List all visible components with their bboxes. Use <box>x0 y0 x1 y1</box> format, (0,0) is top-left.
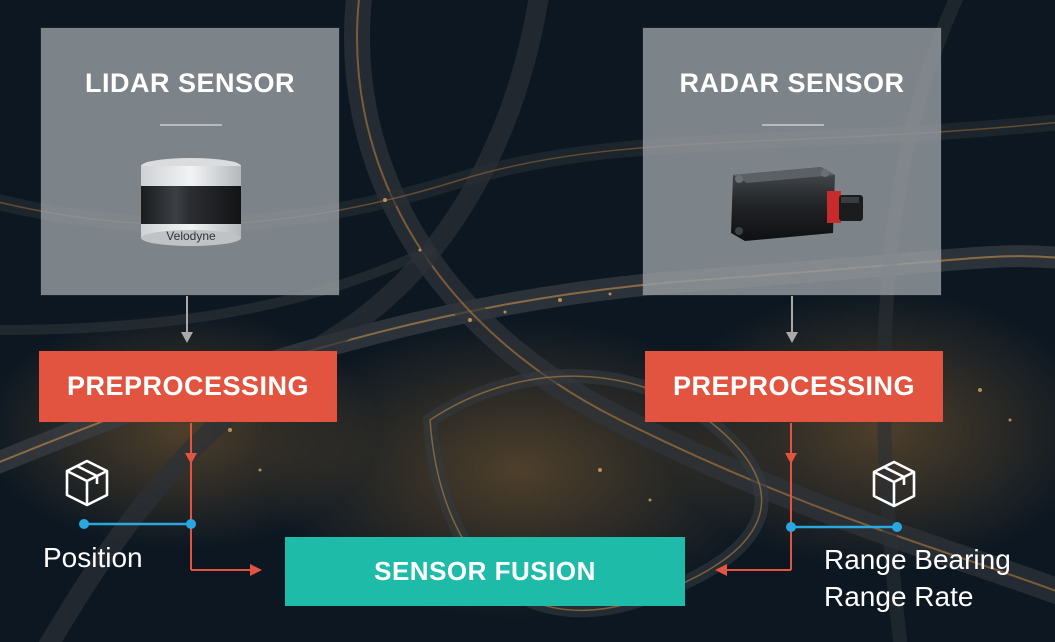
lidar-package-box-icon <box>65 459 109 507</box>
lidar-measurement-line <box>79 519 196 529</box>
lidar-preprocessing-box: PREPROCESSING <box>39 351 337 422</box>
radar-sensor-title: RADAR SENSOR <box>679 68 905 98</box>
lidar-title-divider <box>160 124 222 126</box>
lidar-sensor-title: LIDAR SENSOR <box>84 68 296 98</box>
lidar-output-label: Position <box>43 542 143 573</box>
sensor-fusion-box: SENSOR FUSION <box>285 537 685 606</box>
radar-package-box-icon <box>872 460 916 508</box>
radar-to-preprocessing-arrow <box>786 296 798 343</box>
lidar-to-preprocessing-arrow <box>181 296 193 343</box>
sensor-fusion-label: SENSOR FUSION <box>374 556 596 586</box>
radar-output-label-line2: Range Rate <box>824 581 974 612</box>
radar-device-icon <box>731 167 863 241</box>
radar-output-label-line1: Range Bearing <box>824 544 1011 575</box>
radar-preprocessing-box: PREPROCESSING <box>645 351 943 422</box>
radar-to-fusion-arrow <box>715 423 797 576</box>
lidar-device-icon: Velodyne <box>141 158 241 246</box>
lidar-to-fusion-arrow <box>185 423 262 576</box>
radar-preprocessing-label: PREPROCESSING <box>672 371 916 401</box>
radar-sensor-box: RADAR SENSOR <box>643 28 941 295</box>
lidar-preprocessing-label: PREPROCESSING <box>66 371 310 401</box>
velodyne-logo-text: Velodyne <box>166 229 216 243</box>
radar-measurement-line <box>786 522 902 532</box>
lidar-sensor-box: LIDAR SENSOR Velodyne <box>41 28 339 295</box>
radar-title-divider <box>762 124 824 126</box>
